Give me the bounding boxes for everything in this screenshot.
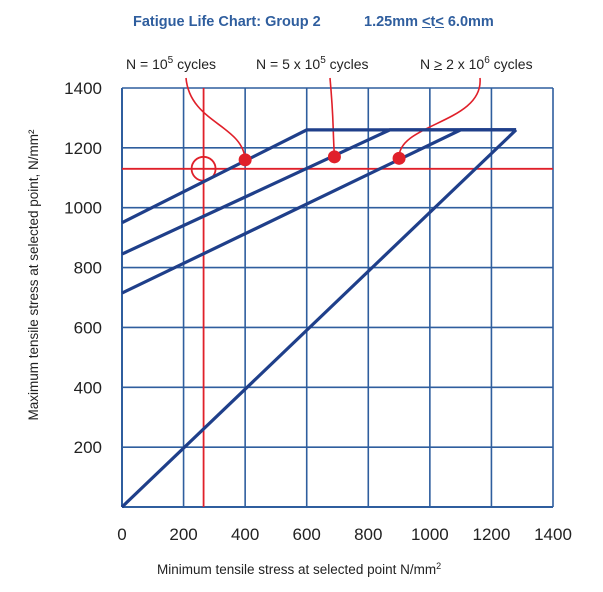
series-line xyxy=(121,128,517,225)
data-point-marker xyxy=(327,150,341,164)
tick-labels: 0 200 400 600 800 1000 1200 1400 200 400 600 800 100… xyxy=(64,79,572,544)
leader-line xyxy=(185,77,246,160)
callout-unit: cycles xyxy=(489,56,533,72)
series-line xyxy=(120,128,518,509)
callout-exponent: 5 xyxy=(320,55,326,66)
callout-text: N = 10 xyxy=(126,56,168,72)
markers xyxy=(238,150,406,167)
x-tick-label: 1000 xyxy=(411,525,449,544)
callout-text: N xyxy=(420,56,434,72)
y-tick-label: 600 xyxy=(74,318,102,337)
callout-unit: cycles xyxy=(325,56,369,72)
callout-text-2: 2 x 10 xyxy=(442,56,485,72)
series-lines xyxy=(120,128,518,509)
ge-symbol: > xyxy=(434,56,443,72)
grid xyxy=(121,87,554,508)
x-tick-label: 600 xyxy=(293,525,321,544)
x-tick-label: 800 xyxy=(354,525,382,544)
thickness-prefix: 1.25mm xyxy=(364,14,423,30)
callout-n-5e5: N = 5 x 105 cycles xyxy=(256,55,369,73)
series-line xyxy=(121,128,517,295)
callout-exponent: 6 xyxy=(484,55,490,66)
leader-line xyxy=(329,77,336,157)
callout-text: N = 5 x 10 xyxy=(256,56,321,72)
data-point-marker xyxy=(238,153,252,167)
y-tick-label: 1200 xyxy=(64,139,102,158)
chart-title: Fatigue Life Chart: Group 2 xyxy=(133,14,321,30)
y-tick-label: 1000 xyxy=(64,199,102,218)
le-symbol-1: < xyxy=(422,14,432,30)
x-tick-label: 0 xyxy=(117,525,126,544)
y-axis-label: Maximum tensile stress at selected point… xyxy=(26,129,41,421)
x-axis-label-exponent: 2 xyxy=(436,561,442,571)
data-point-marker xyxy=(392,151,406,165)
x-tick-label: 400 xyxy=(231,525,259,544)
callout-unit: cycles xyxy=(173,56,216,72)
x-axis-label: Minimum tensile stress at selected point… xyxy=(157,561,442,578)
thickness-suffix: 6.0mm xyxy=(443,14,494,30)
leader-line xyxy=(398,77,481,159)
y-tick-label: 200 xyxy=(74,438,102,457)
callout-n-1e5: N = 105 cycles xyxy=(126,55,216,73)
x-tick-label: 1200 xyxy=(473,525,511,544)
thickness-range: 1.25mm <t< 6.0mm xyxy=(364,14,494,30)
y-tick-label: 800 xyxy=(74,259,102,278)
x-tick-label: 1400 xyxy=(534,525,572,544)
x-axis-label-text: Minimum tensile stress at selected point… xyxy=(157,562,437,577)
y-tick-label: 1400 xyxy=(64,79,102,98)
y-tick-label: 400 xyxy=(74,378,102,397)
leader-lines xyxy=(185,77,481,160)
x-tick-label: 200 xyxy=(169,525,197,544)
callout-n-2e6: N > 2 x 106 cycles xyxy=(420,55,533,73)
thickness-var: t xyxy=(430,14,436,30)
callout-exponent: 5 xyxy=(167,55,174,66)
le-symbol-2: < xyxy=(435,14,445,30)
